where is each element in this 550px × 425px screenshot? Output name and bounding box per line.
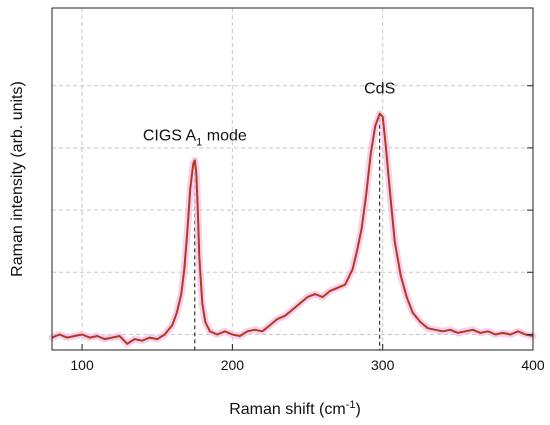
series-line (51, 112, 534, 345)
plot-frame (51, 7, 534, 351)
peak-annotations: CIGS A1 mode CdS (143, 81, 395, 149)
series-layer (48, 110, 537, 348)
axis-ticks: 100 200 300 400 (70, 85, 545, 373)
cigs-peak-label: CIGS A1 mode (143, 127, 247, 148)
x-tick-label: 200 (221, 357, 245, 373)
x-tick-label: 400 (521, 357, 545, 373)
grid-lines (52, 8, 533, 350)
x-axis-label: Raman shift (cm-1) (229, 399, 361, 418)
cds-peak-label: CdS (364, 81, 395, 98)
x-tick-label: 100 (70, 357, 94, 373)
x-tick-label: 300 (371, 357, 395, 373)
y-axis-label: Raman intensity (arb. units) (9, 81, 26, 277)
